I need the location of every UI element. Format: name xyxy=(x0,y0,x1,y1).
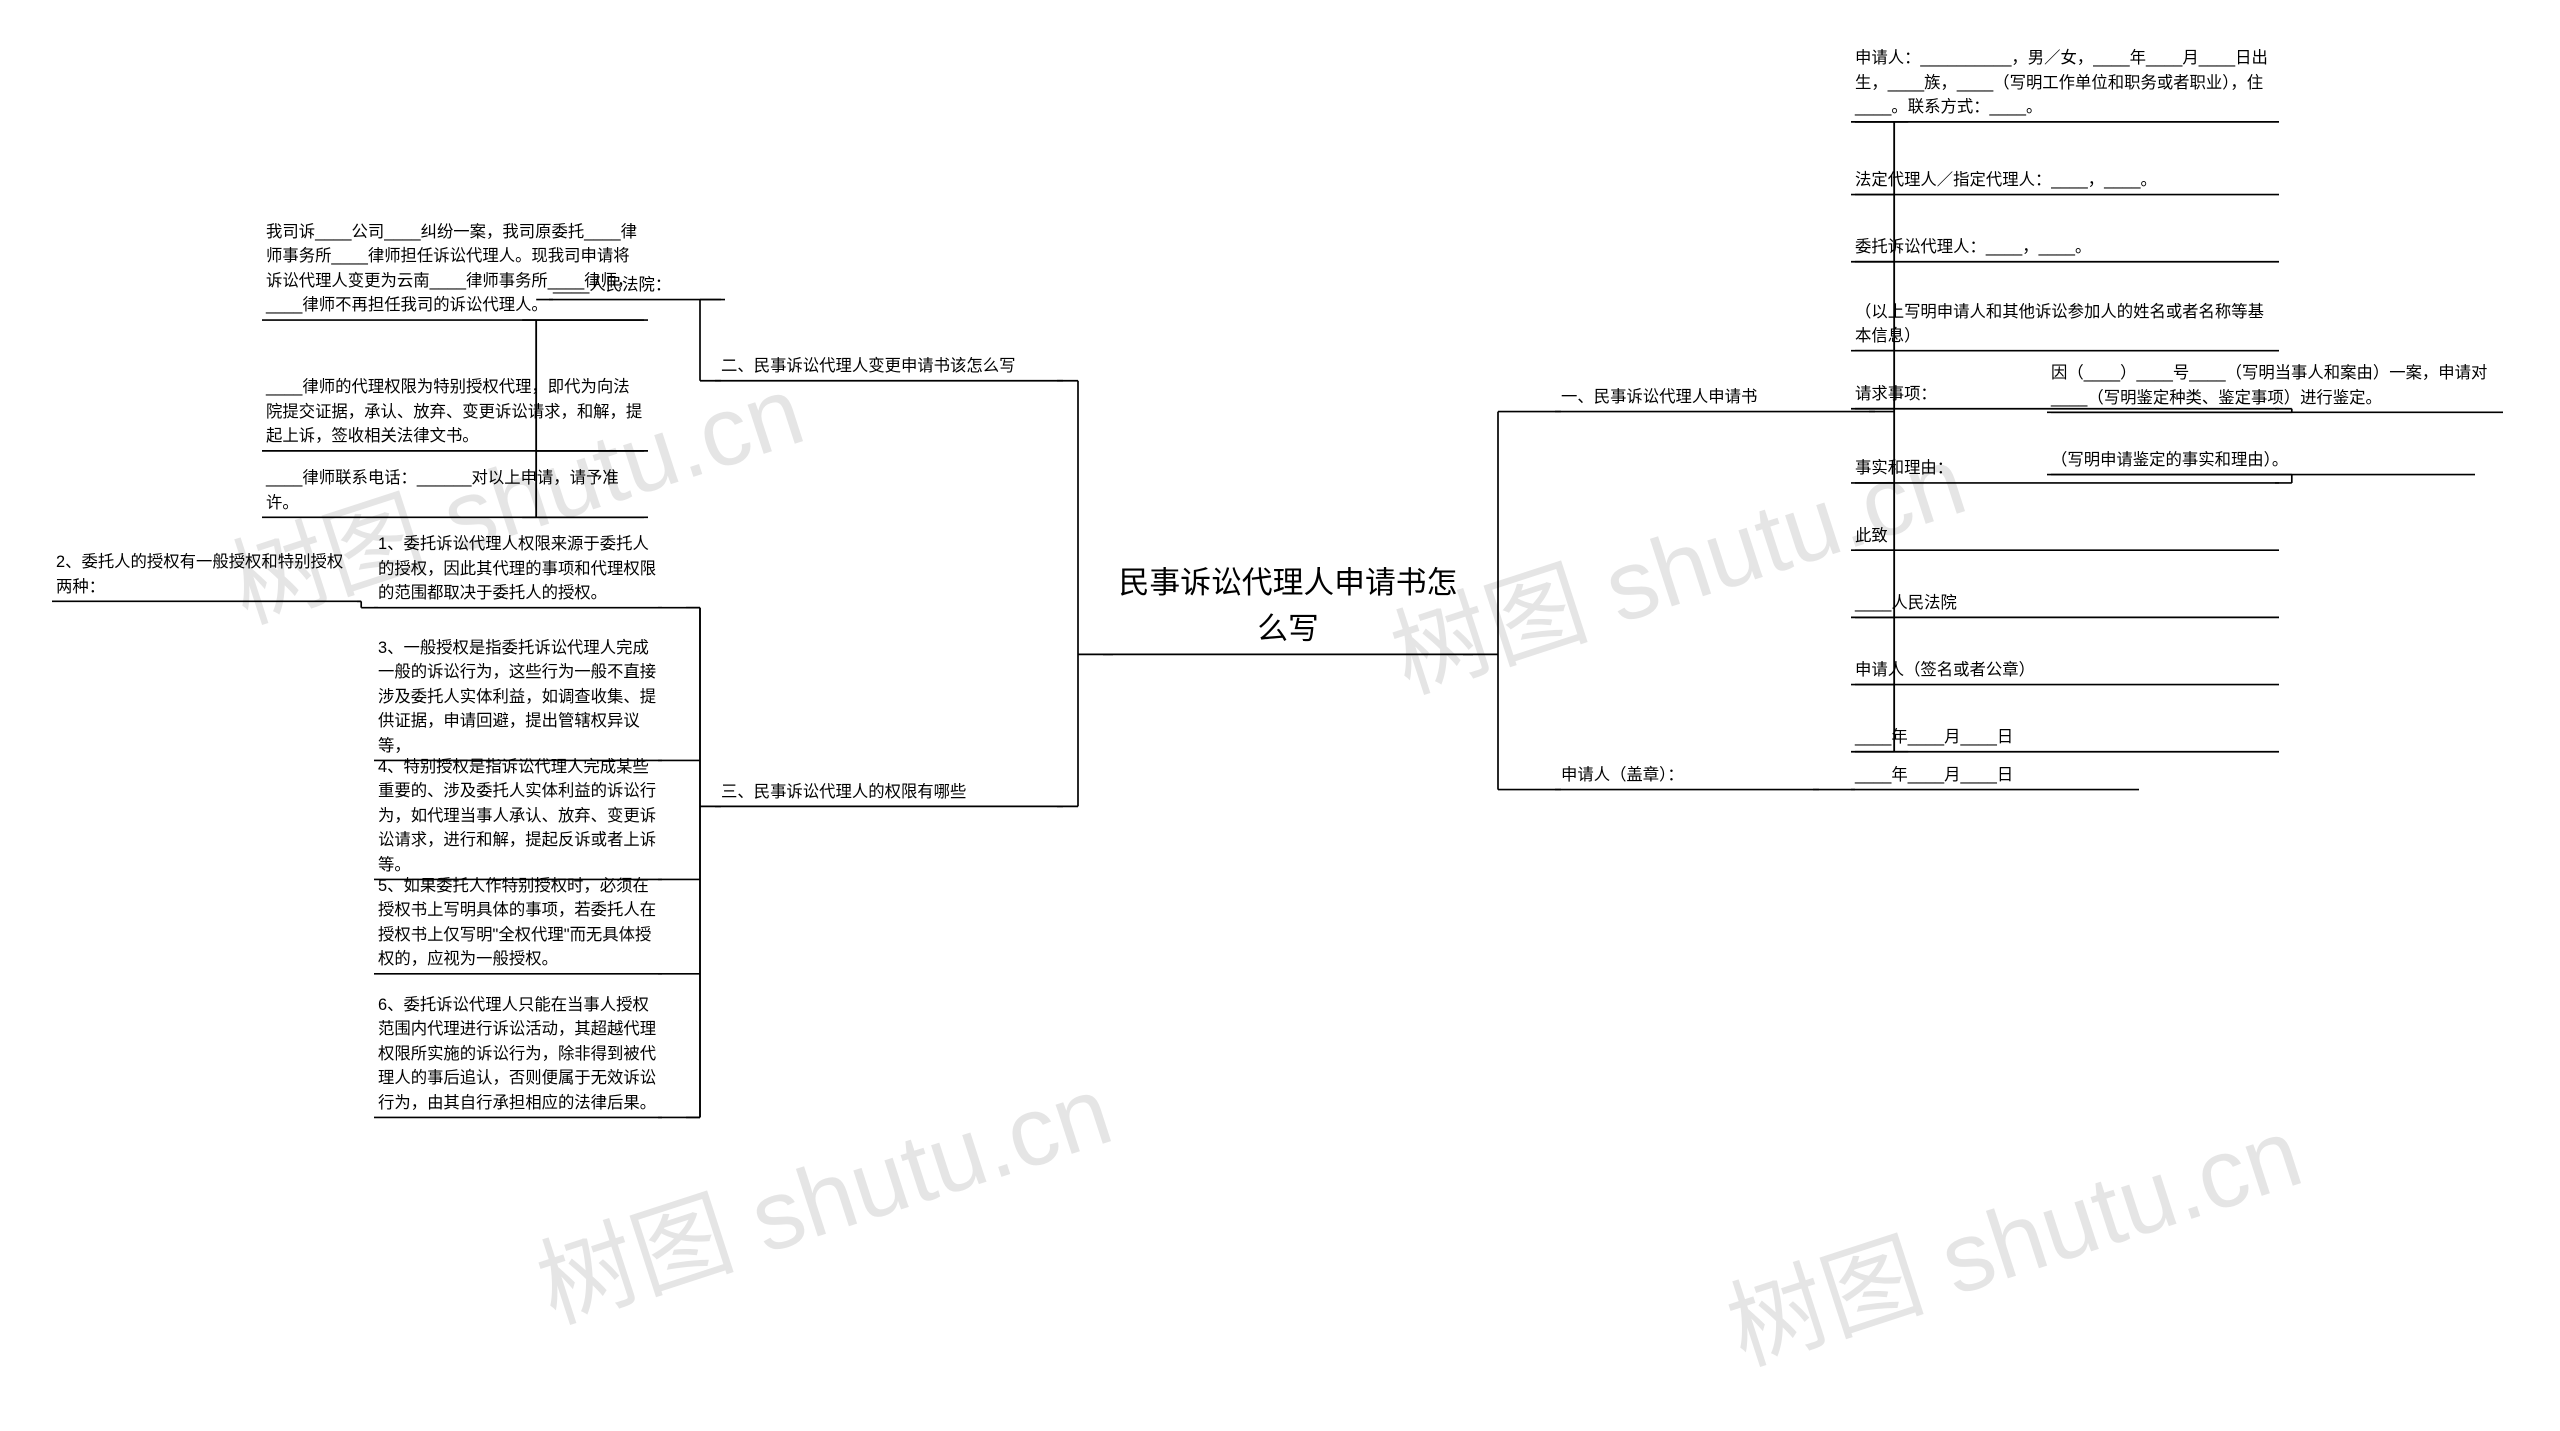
leaf-right-2-sub: ____年____月____日 xyxy=(1855,763,2135,788)
leaf-left-2-1: ____律师的代理权限为特别授权代理，即代为向法院提交证据，承认、放弃、变更诉讼… xyxy=(266,375,644,449)
leaf-right-1-1: 法定代理人／指定代理人：____，____。 xyxy=(1855,168,2275,193)
leaf-left-3-2: 4、特别授权是指诉讼代理人完成某些重要的、涉及委托人实体利益的诉讼行为，如代理当… xyxy=(378,755,658,878)
mindmap-canvas: 树图 shutu.cn树图 shutu.cn树图 shutu.cn树图 shut… xyxy=(0,0,2560,1431)
branch-left-2: 二、民事诉讼代理人变更申请书该怎么写 xyxy=(721,354,1057,379)
branch-right-1: 一、民事诉讼代理人申请书 xyxy=(1561,385,1869,410)
leaf-right-1-6: 此致 xyxy=(1855,524,2275,549)
leaf-left-2-0: 我司诉____公司____纠纷一案，我司原委托____律师事务所____律师担任… xyxy=(266,220,644,318)
branch-right-2: 申请人（盖章）： xyxy=(1561,763,1813,788)
leaf-left-3-3: 5、如果委托人作特别授权时，必须在授权书上写明具体的事项，若委托人在授权书上仅写… xyxy=(378,874,658,972)
leaf-right-1-8: 申请人（签名或者公章） xyxy=(1855,658,2275,683)
leaf-right-1-0: 申请人：__________，男／女，____年____月____日出生，___… xyxy=(1855,46,2275,120)
leaf-left-3-0: 1、委托诉讼代理人权限来源于委托人的授权，因此其代理的事项和代理权限的范围都取决… xyxy=(378,532,658,606)
leaf-right-1-3: （以上写明申请人和其他诉讼参加人的姓名或者名称等基本信息） xyxy=(1855,300,2275,349)
watermark: 树图 shutu.cn xyxy=(1708,1074,2317,1393)
leaf-right-1-2: 委托诉讼代理人：____，____。 xyxy=(1855,235,2275,260)
leaf-left-3-4: 6、委托诉讼代理人只能在当事人授权范围内代理进行诉讼活动，其超越代理权限所实施的… xyxy=(378,993,658,1116)
leaf-left-2-2: ____律师联系电话：______对以上申请，请予准许。 xyxy=(266,466,644,515)
leaf-right-1-5-sub: （写明申请鉴定的事实和理由）。 xyxy=(2051,448,2471,473)
leaf-right-1-7: ____人民法院 xyxy=(1855,591,2275,616)
root-node: 民事诉讼代理人申请书怎 么写 xyxy=(1113,560,1463,652)
leaf-right-1-4-sub: 因（____）____号____（写明当事人和案由）一案，申请对____（写明鉴… xyxy=(2051,361,2499,410)
leaf-left-3-leftmost: 2、委托人的授权有一般授权和特别授权两种： xyxy=(56,550,357,599)
leaf-right-1-9: ____年____月____日 xyxy=(1855,725,2275,750)
leaf-left-3-1: 3、一般授权是指委托诉讼代理人完成一般的诉讼行为，这些行为一般不直接涉及委托人实… xyxy=(378,636,658,759)
branch-left-3: 三、民事诉讼代理人的权限有哪些 xyxy=(721,780,1057,805)
